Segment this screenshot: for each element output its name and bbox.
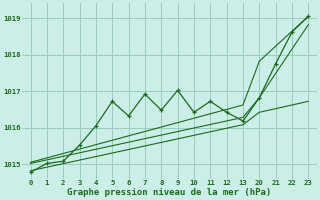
X-axis label: Graphe pression niveau de la mer (hPa): Graphe pression niveau de la mer (hPa) <box>67 188 272 197</box>
